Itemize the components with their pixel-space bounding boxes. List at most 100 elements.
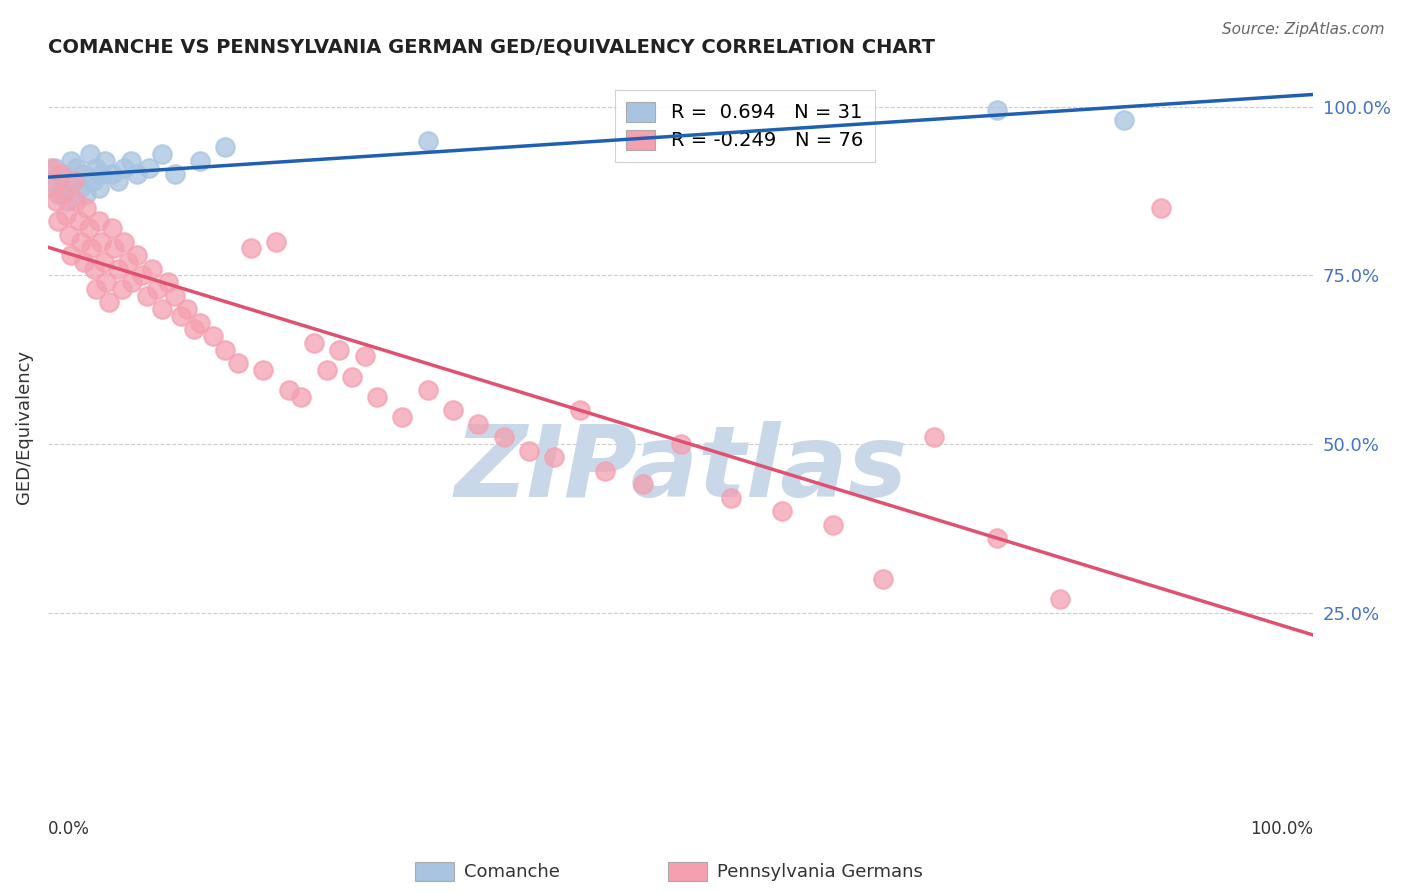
Point [214,140,236,154]
Point [73,255,96,269]
Point [87,180,110,194]
Point [821,517,844,532]
Point [112,161,135,175]
Point [48,187,70,202]
Text: 0.0%: 0.0% [48,820,90,838]
Point [302,335,325,350]
Point [517,443,540,458]
Point [65,194,87,209]
Point [125,167,148,181]
Y-axis label: GED/Equivalency: GED/Equivalency [15,350,32,504]
Point [416,134,439,148]
Point [1049,592,1071,607]
Point [117,255,139,269]
Text: COMANCHE VS PENNSYLVANIA GERMAN GED/EQUIVALENCY CORRELATION CHART: COMANCHE VS PENNSYLVANIA GERMAN GED/EQUI… [48,37,935,56]
Point [49,167,72,181]
Point [922,430,945,444]
Point [872,572,894,586]
Point [100,221,122,235]
Point [86,161,108,175]
Point [131,268,153,283]
Point [1112,113,1135,128]
Point [188,316,211,330]
Point [669,437,692,451]
Point [75,201,97,215]
Point [328,343,350,357]
Point [100,167,122,181]
Point [58,227,80,242]
Point [103,242,125,256]
Point [277,383,299,397]
Point [239,242,262,256]
Point [141,261,163,276]
Point [96,275,118,289]
Point [170,309,193,323]
Point [252,363,274,377]
Point [467,417,489,431]
Point [80,242,103,256]
Point [986,103,1008,118]
Point [986,532,1008,546]
Point [90,167,112,181]
Point [593,464,616,478]
Point [157,275,180,289]
Point [44,161,66,175]
Point [183,322,205,336]
Point [226,356,249,370]
Point [111,282,134,296]
Point [39,161,62,175]
Point [264,235,287,249]
Point [188,153,211,168]
Point [56,194,79,209]
Point [82,174,104,188]
Point [353,349,375,363]
Point [315,363,337,377]
Point [176,302,198,317]
Legend: R =  0.694   N = 31, R = -0.249   N = 76: R = 0.694 N = 31, R = -0.249 N = 76 [614,90,875,162]
Point [416,383,439,397]
Point [70,235,93,249]
Point [163,167,186,181]
Point [48,214,70,228]
Point [290,390,312,404]
Point [770,504,793,518]
Point [125,248,148,262]
Point [87,214,110,228]
Point [49,167,72,181]
Text: ZIPatlas: ZIPatlas [454,421,907,518]
Point [136,288,159,302]
Point [75,187,97,202]
Point [568,403,591,417]
Text: Comanche: Comanche [464,863,560,881]
Point [201,329,224,343]
Point [543,450,565,465]
Text: 100.0%: 100.0% [1250,820,1313,838]
Point [340,369,363,384]
Point [90,235,112,249]
Point [138,161,160,175]
Point [83,261,105,276]
Point [107,174,129,188]
Point [42,180,65,194]
Point [94,153,117,168]
Point [720,491,742,505]
Point [52,187,75,202]
Point [60,153,83,168]
Point [150,302,173,317]
Point [86,282,108,296]
Point [107,261,129,276]
Point [214,343,236,357]
Point [163,288,186,302]
Point [93,255,115,269]
Point [391,409,413,424]
Point [73,167,96,181]
Point [62,174,84,188]
Point [45,194,67,209]
Point [98,295,121,310]
Point [366,390,388,404]
Point [39,174,62,188]
Point [631,477,654,491]
Text: Source: ZipAtlas.com: Source: ZipAtlas.com [1222,22,1385,37]
Point [150,147,173,161]
Point [65,161,87,175]
